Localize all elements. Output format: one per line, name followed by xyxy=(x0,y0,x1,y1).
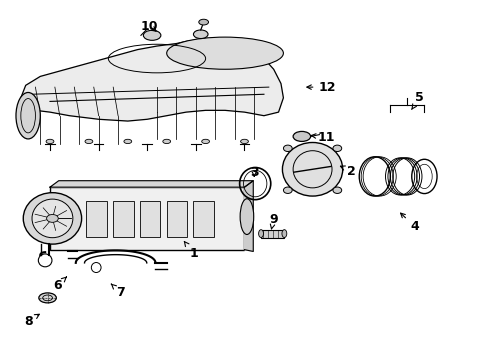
Ellipse shape xyxy=(163,139,170,144)
Ellipse shape xyxy=(283,187,292,193)
Ellipse shape xyxy=(282,143,342,196)
Polygon shape xyxy=(50,181,253,187)
Ellipse shape xyxy=(16,93,40,139)
Ellipse shape xyxy=(39,293,56,303)
Bar xyxy=(140,202,160,237)
Bar xyxy=(50,187,244,249)
Text: 1: 1 xyxy=(184,242,198,260)
Polygon shape xyxy=(21,39,283,121)
Text: 11: 11 xyxy=(311,131,334,144)
Ellipse shape xyxy=(282,230,286,238)
Bar xyxy=(86,202,107,237)
Ellipse shape xyxy=(85,139,93,144)
Ellipse shape xyxy=(23,193,81,244)
Text: 4: 4 xyxy=(400,213,418,233)
Ellipse shape xyxy=(240,199,253,234)
Ellipse shape xyxy=(32,199,73,238)
Ellipse shape xyxy=(292,131,310,141)
Ellipse shape xyxy=(193,30,207,39)
Ellipse shape xyxy=(332,187,341,193)
Text: 3: 3 xyxy=(249,166,258,179)
Text: 9: 9 xyxy=(269,213,277,229)
Text: 5: 5 xyxy=(411,91,423,109)
Ellipse shape xyxy=(143,30,161,40)
Text: 8: 8 xyxy=(24,314,39,328)
Text: 12: 12 xyxy=(306,81,335,94)
Ellipse shape xyxy=(332,145,341,152)
Ellipse shape xyxy=(123,139,131,144)
Ellipse shape xyxy=(240,139,248,144)
Bar xyxy=(261,230,284,238)
Ellipse shape xyxy=(258,230,263,238)
Ellipse shape xyxy=(46,139,54,144)
Ellipse shape xyxy=(46,215,58,222)
Text: 10: 10 xyxy=(141,20,158,33)
Text: 2: 2 xyxy=(340,165,355,177)
Polygon shape xyxy=(244,181,253,251)
Text: 7: 7 xyxy=(111,284,124,299)
Bar xyxy=(113,202,133,237)
Bar xyxy=(166,202,187,237)
Text: 6: 6 xyxy=(53,277,66,292)
Ellipse shape xyxy=(283,145,292,152)
Ellipse shape xyxy=(166,37,283,69)
Ellipse shape xyxy=(201,139,209,144)
Ellipse shape xyxy=(199,19,208,25)
Bar xyxy=(193,202,213,237)
